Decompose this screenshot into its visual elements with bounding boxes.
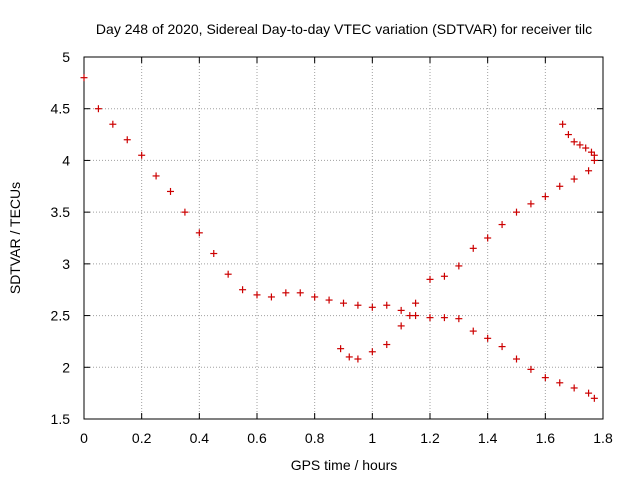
data-point bbox=[582, 144, 590, 152]
data-point bbox=[296, 289, 304, 297]
data-point bbox=[109, 120, 117, 128]
data-point bbox=[570, 384, 578, 392]
data-point bbox=[498, 221, 506, 229]
data-point bbox=[570, 138, 578, 146]
data-point bbox=[138, 151, 146, 159]
data-point bbox=[570, 175, 578, 183]
data-point bbox=[311, 293, 319, 301]
data-point bbox=[564, 131, 572, 139]
y-tick-label: 3 bbox=[62, 256, 70, 272]
data-point bbox=[412, 299, 420, 307]
data-point bbox=[556, 379, 564, 387]
data-series-3 bbox=[559, 120, 598, 159]
data-point bbox=[80, 74, 88, 82]
data-point bbox=[585, 167, 593, 175]
data-point bbox=[397, 306, 405, 314]
data-point bbox=[354, 301, 362, 309]
data-point bbox=[426, 275, 434, 283]
plot-frame bbox=[83, 56, 604, 420]
data-point bbox=[253, 291, 261, 299]
data-point bbox=[484, 334, 492, 342]
data-point bbox=[469, 327, 477, 335]
data-point bbox=[541, 374, 549, 382]
data-point bbox=[559, 120, 567, 128]
data-point bbox=[224, 270, 232, 278]
data-point bbox=[239, 286, 247, 294]
x-tick-label: 1.4 bbox=[478, 430, 498, 446]
data-point bbox=[590, 151, 598, 159]
data-point bbox=[440, 314, 448, 322]
data-point bbox=[181, 208, 189, 216]
data-point bbox=[368, 348, 376, 356]
x-tick-label: 0.8 bbox=[305, 430, 325, 446]
data-point bbox=[152, 172, 160, 180]
y-tick-label: 3.5 bbox=[51, 204, 71, 220]
x-tick-label: 1.6 bbox=[536, 430, 556, 446]
x-tick-label: 0.2 bbox=[132, 430, 152, 446]
data-point bbox=[498, 343, 506, 351]
data-point bbox=[556, 182, 564, 190]
data-point bbox=[354, 355, 362, 363]
data-point bbox=[123, 136, 131, 144]
data-point bbox=[440, 272, 448, 280]
y-tick-label: 4.5 bbox=[51, 101, 71, 117]
data-point bbox=[484, 234, 492, 242]
chart-title: Day 248 of 2020, Sidereal Day-to-day VTE… bbox=[96, 21, 592, 37]
data-point bbox=[590, 394, 598, 402]
data-point bbox=[325, 296, 333, 304]
axes-layer bbox=[83, 56, 604, 420]
x-tick-label: 0.6 bbox=[247, 430, 267, 446]
x-tick-label: 1.8 bbox=[593, 430, 613, 446]
data-point bbox=[527, 200, 535, 208]
data-point bbox=[469, 244, 477, 252]
y-tick-label: 1.5 bbox=[51, 411, 71, 427]
data-point bbox=[337, 345, 345, 353]
data-point bbox=[426, 314, 434, 322]
data-point bbox=[340, 299, 347, 307]
x-tick-label: 0 bbox=[80, 430, 88, 446]
y-tick-label: 2 bbox=[62, 359, 70, 375]
data-point bbox=[167, 187, 174, 195]
data-point bbox=[541, 193, 549, 201]
data-point bbox=[383, 301, 391, 309]
x-tick-label: 1.2 bbox=[420, 430, 440, 446]
data-point bbox=[513, 208, 520, 216]
data-series-2 bbox=[337, 156, 598, 363]
x-axis-label: GPS time / hours bbox=[291, 457, 398, 473]
data-point bbox=[585, 389, 593, 397]
data-point bbox=[455, 315, 463, 323]
data-point bbox=[368, 303, 376, 311]
data-point bbox=[345, 353, 353, 361]
data-point bbox=[527, 365, 535, 373]
data-point bbox=[397, 322, 405, 330]
data-point bbox=[383, 341, 391, 349]
data-point bbox=[455, 262, 463, 270]
data-point bbox=[406, 312, 414, 320]
ticks-layer: 0 0.2 0.4 0.6 0.8 1 1.2 1.4 1.6 1.8 1.5 2 2.5 3 3.5 4 4.… bbox=[51, 49, 613, 446]
points-layer bbox=[80, 74, 598, 402]
data-point bbox=[94, 105, 102, 113]
y-tick-label: 4 bbox=[62, 152, 70, 168]
data-point bbox=[282, 289, 290, 297]
x-tick-label: 0.4 bbox=[190, 430, 210, 446]
y-tick-label: 5 bbox=[62, 49, 70, 65]
y-tick-label: 2.5 bbox=[51, 308, 71, 324]
data-point bbox=[513, 355, 520, 363]
data-point bbox=[267, 293, 275, 301]
data-point bbox=[195, 229, 203, 237]
data-point bbox=[576, 141, 584, 149]
data-point bbox=[210, 250, 218, 258]
y-axis-label: SDTVAR / TECUs bbox=[7, 182, 23, 294]
data-series-1 bbox=[80, 74, 598, 402]
x-tick-label: 1 bbox=[368, 430, 376, 446]
